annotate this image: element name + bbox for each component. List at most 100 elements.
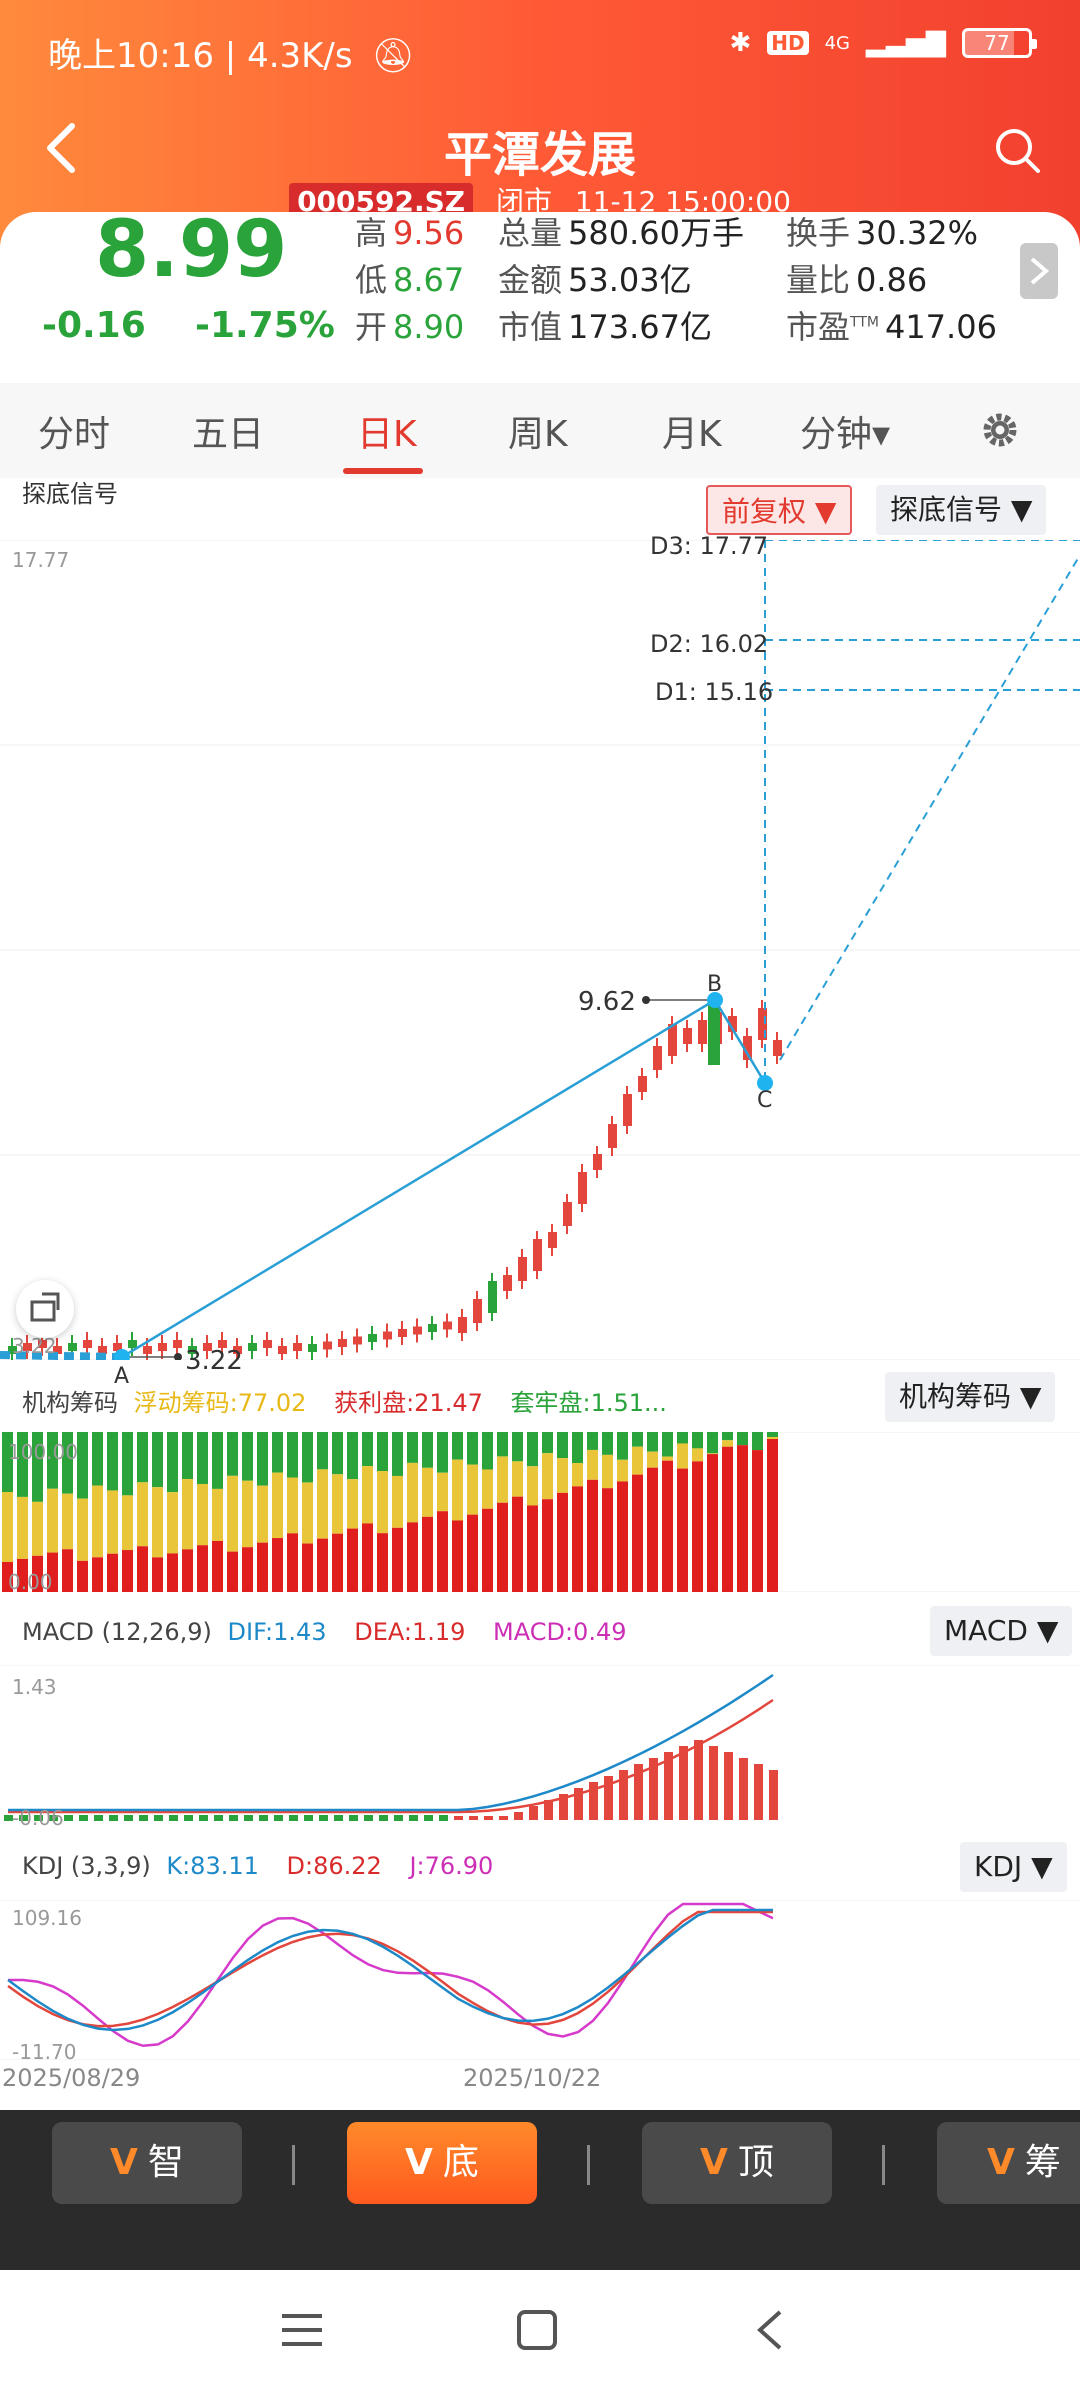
chip-bar <box>227 1432 238 1476</box>
candle-body <box>608 1124 617 1148</box>
chip-bar <box>197 1483 208 1546</box>
macd-bar <box>49 1815 58 1821</box>
candle-body <box>323 1341 332 1350</box>
chip-bar <box>497 1456 508 1503</box>
chip-bar <box>302 1432 313 1483</box>
chip-bar <box>692 1448 703 1462</box>
macd-bar <box>709 1746 718 1820</box>
chip-bar <box>527 1505 538 1592</box>
hd-icon: HD <box>767 31 809 55</box>
chip-bar <box>602 1432 613 1455</box>
chip-bar <box>497 1432 508 1457</box>
tab-weekly-k[interactable]: 周K <box>508 414 568 455</box>
tab-intraday[interactable]: 分时 <box>38 414 111 455</box>
candle-body <box>773 1040 782 1056</box>
chip-bar <box>182 1479 193 1550</box>
page-title: 平潭发展 <box>443 127 636 183</box>
macd-bar <box>739 1758 748 1820</box>
back-nav-icon[interactable] <box>752 2308 788 2352</box>
quote-turnover: 换手 30.32% <box>786 214 979 252</box>
macd-axis-bottom: -0.06 <box>12 1806 64 1830</box>
macd-chart <box>0 1665 1080 1821</box>
macd-bar <box>379 1815 388 1821</box>
chip-bar <box>2 1432 13 1492</box>
candle-body <box>653 1046 662 1070</box>
chip-bar <box>482 1508 493 1592</box>
chip-bar <box>677 1468 688 1592</box>
chip-bar <box>737 1445 748 1592</box>
chips-select[interactable]: 机构筹码 ▼ <box>885 1372 1056 1422</box>
chip-bar <box>137 1482 148 1547</box>
chip-bar <box>377 1471 388 1534</box>
candle-body <box>173 1340 182 1348</box>
chip-bar <box>767 1439 778 1592</box>
chip-bar <box>137 1546 148 1592</box>
candle-body <box>353 1336 362 1345</box>
back-icon[interactable] <box>36 118 86 178</box>
macd-bar <box>214 1815 223 1821</box>
chip-bar <box>497 1502 508 1592</box>
menu-icon[interactable] <box>280 2310 324 2350</box>
gear-icon[interactable] <box>980 410 1020 450</box>
macd-bar <box>334 1815 343 1821</box>
chip-bar <box>572 1486 583 1592</box>
chip-bar <box>302 1482 313 1544</box>
tab-monthly-k[interactable]: 月K <box>662 414 722 455</box>
macd-bar <box>154 1815 163 1821</box>
tab-minute[interactable]: 分钟▾ <box>800 414 891 455</box>
fullscreen-button[interactable] <box>16 1280 74 1338</box>
quote-pe: 市盈TTM 417.06 <box>786 308 997 346</box>
v-icon: V <box>405 2142 433 2183</box>
candle-body <box>698 1020 707 1044</box>
tab-daily-k[interactable]: 日K <box>357 414 417 455</box>
quote-amount: 金额 53.03亿 <box>498 261 692 299</box>
chip-bar <box>452 1520 463 1592</box>
chip-bar <box>722 1446 733 1592</box>
chip-bar <box>482 1469 493 1509</box>
chip-bar <box>47 1432 58 1489</box>
macd-bar <box>469 1816 478 1820</box>
chip-bar <box>512 1432 523 1462</box>
status-bar-left: 晚上10:16 | 4.3K/s 🔕︎ <box>48 36 415 76</box>
target-d2: D2: 16.02 <box>650 630 769 658</box>
kdj-chart <box>0 1900 1080 2060</box>
chip-bar <box>2 1492 13 1562</box>
chip-bar <box>287 1533 298 1592</box>
kdj-select[interactable]: KDJ ▼ <box>960 1842 1067 1892</box>
chip-bar <box>17 1558 28 1592</box>
more-quote-button[interactable] <box>1020 243 1058 299</box>
kline-chart[interactable] <box>0 540 1080 1360</box>
macd-bar <box>499 1816 508 1820</box>
candle-body <box>593 1154 602 1170</box>
mute-icon: 🔕︎ <box>371 36 415 76</box>
chip-bar <box>62 1493 73 1550</box>
adjust-select[interactable]: 前复权 ▼ <box>706 485 853 535</box>
date-start: 2025/08/29 <box>2 2064 141 2092</box>
candle-body <box>488 1281 497 1313</box>
chip-bar <box>542 1453 553 1500</box>
chip-bar <box>512 1461 523 1497</box>
quote-volume: 总量 580.60万手 <box>498 214 744 252</box>
macd-bar <box>514 1812 523 1820</box>
status-time: 晚上10:16 <box>48 36 214 76</box>
tab-five-day[interactable]: 五日 <box>192 414 265 455</box>
macd-select[interactable]: MACD ▼ <box>930 1606 1073 1656</box>
chip-bar <box>587 1432 598 1450</box>
search-icon[interactable] <box>992 125 1044 177</box>
home-icon[interactable] <box>515 2308 559 2352</box>
peak-value: 9.62 <box>578 987 636 1017</box>
signal-select[interactable]: 探底信号 ▼ <box>876 485 1047 535</box>
chip-bar <box>587 1449 598 1480</box>
chip-bar <box>62 1549 73 1592</box>
chip-bar <box>482 1432 493 1470</box>
system-nav-bar <box>0 2270 1080 2400</box>
candle-body <box>278 1346 287 1354</box>
candle-body <box>98 1346 107 1354</box>
candle-body <box>293 1343 302 1351</box>
point-a <box>114 1349 130 1360</box>
